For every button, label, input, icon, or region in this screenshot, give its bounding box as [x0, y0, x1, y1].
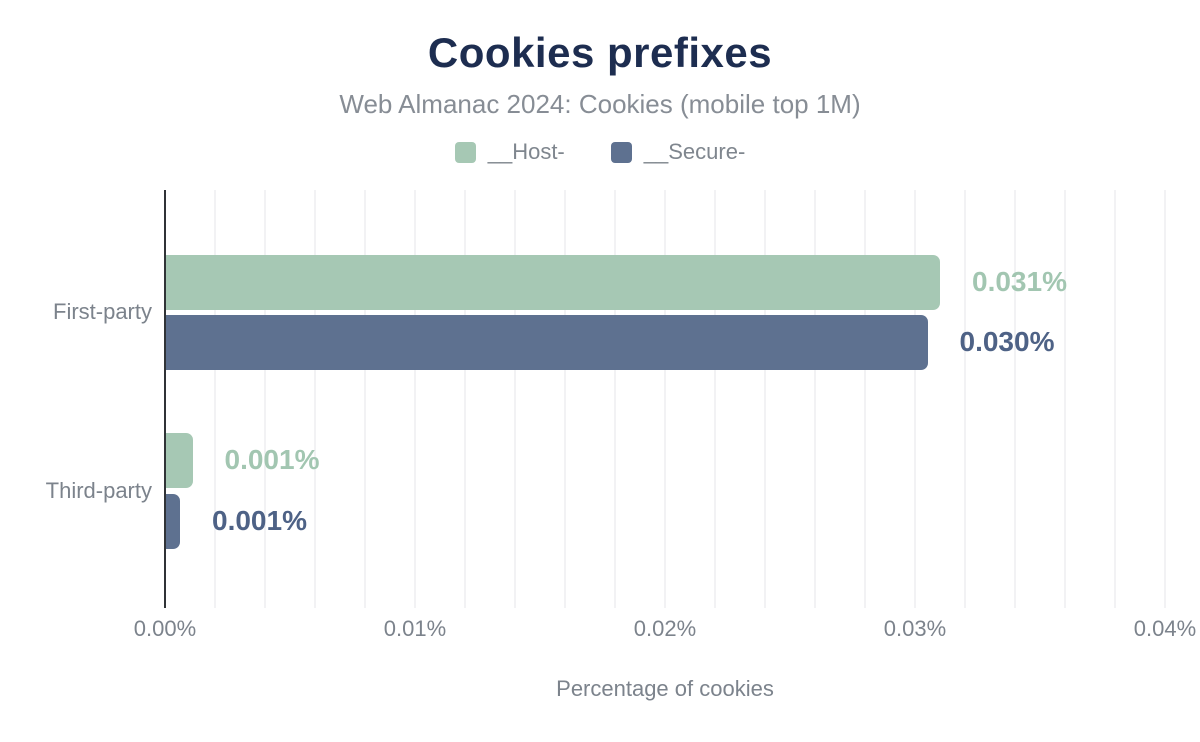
x-tick-label: 0.04% — [1133, 616, 1197, 641]
x-tick-label: 0.02% — [633, 616, 697, 641]
grid-line — [414, 190, 416, 608]
grid-line — [814, 190, 816, 608]
grid-line — [364, 190, 366, 608]
bar — [165, 255, 940, 310]
grid-line — [964, 190, 966, 608]
bar — [165, 315, 928, 370]
bar-value-label: 0.001% — [212, 505, 307, 536]
grid-line — [864, 190, 866, 608]
legend-label: __Host- — [487, 139, 565, 164]
grid-line — [664, 190, 666, 608]
legend: __Host- __Secure- — [0, 139, 1200, 165]
grid-line — [1064, 190, 1066, 608]
plot-area — [164, 190, 1166, 608]
x-tick-label: 0.00% — [133, 616, 197, 641]
grid-line — [314, 190, 316, 608]
legend-swatch-icon — [454, 141, 476, 163]
grid-line — [1014, 190, 1016, 608]
legend-swatch-icon — [610, 141, 632, 163]
x-tick-label: 0.03% — [883, 616, 947, 641]
grid-line — [214, 190, 216, 608]
grid-line — [464, 190, 466, 608]
grid-line — [564, 190, 566, 608]
bar-value-label: 0.031% — [972, 266, 1067, 297]
x-axis-title: Percentage of cookies — [556, 676, 774, 701]
grid-line — [614, 190, 616, 608]
grid-line — [514, 190, 516, 608]
y-axis-line — [164, 190, 166, 608]
legend-label: __Secure- — [643, 139, 746, 164]
category-label: Third-party — [45, 478, 152, 503]
bar-value-label: 0.030% — [959, 326, 1055, 357]
category-label: First-party — [53, 299, 152, 324]
x-tick-label: 0.01% — [383, 616, 447, 641]
bar-value-label: 0.001% — [224, 444, 320, 475]
grid-line — [914, 190, 916, 608]
bar — [165, 433, 193, 488]
chart-title: Cookies prefixes — [427, 29, 773, 76]
grid-line — [714, 190, 716, 608]
legend-item: __Secure- — [610, 139, 746, 165]
chart-subtitle: Web Almanac 2024: Cookies (mobile top 1M… — [339, 89, 861, 119]
grid-line — [1164, 190, 1166, 608]
grid-line — [264, 190, 266, 608]
bar — [165, 494, 180, 549]
grid-line — [764, 190, 766, 608]
legend-item: __Host- — [454, 139, 565, 165]
grid-line — [1114, 190, 1116, 608]
